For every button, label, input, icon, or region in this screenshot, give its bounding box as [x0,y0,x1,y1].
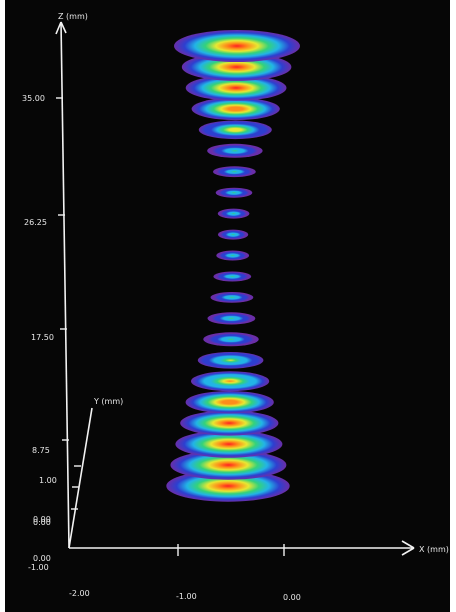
x-tick-label: -1.00 [176,592,197,601]
beam-slice [207,143,263,158]
x-tick-label: -2.00 [69,589,90,598]
x-axis: X (mm) -2.00 -1.00 0.00 0.00 [33,540,449,602]
beam-slice [185,75,287,101]
z-axis: Z (mm) 35.00 26.25 17.50 8.75 0.00 [22,12,88,549]
beam-slice [218,229,249,240]
y-axis: Y (mm) 1.00 0.00 -1.00 [28,397,123,572]
z-axis-label: Z (mm) [58,12,88,21]
beam-slice [217,208,250,219]
beam-slice [174,30,300,62]
beam-slice [210,292,254,303]
y-tick-label: 1.00 [39,476,57,485]
x-tick-label: 0.00 [283,593,301,602]
y-axis-label: Y (mm) [93,397,123,406]
y-tick-label: 0.00 [33,515,51,524]
z-tick-label: 35.00 [22,94,45,103]
z-tick-label: 17.50 [31,333,54,342]
x-axis-label: X (mm) [419,545,449,554]
z-tick-label: 8.75 [32,446,50,455]
beam-slice [207,312,256,325]
beam-slice [180,410,279,436]
beam-slice [197,352,264,369]
x-axis-arrow [401,540,415,549]
beam-slice [216,250,250,261]
beam-slices [166,30,300,502]
beam-slice [213,166,256,178]
beam-slice [213,271,252,282]
z-tick-label: 26.25 [24,218,47,227]
beam-slice [215,187,253,198]
z-tick-label: 0.00 [33,518,51,527]
beam-slice [170,450,287,480]
beam-slice [175,430,283,458]
beam-slice [191,371,270,392]
origin-label: 0.00 [33,554,51,563]
y-tick-label: -1.00 [28,563,49,572]
z-axis-line [60,21,70,549]
z-axis-arrow [60,21,67,34]
beam-slice [185,391,274,414]
z-axis-arrow [55,21,62,35]
beam-slice [203,332,259,347]
beam-slice [191,97,280,121]
beam-slice [198,120,272,140]
y-axis-line [68,407,93,549]
beam-slice [166,470,290,502]
x-axis-arrow [401,547,415,556]
